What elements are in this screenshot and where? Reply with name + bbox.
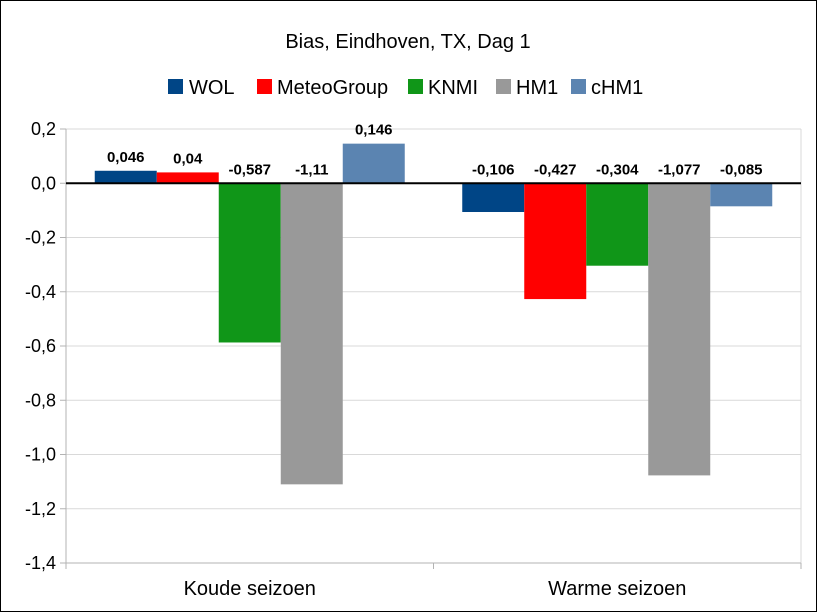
y-tick-label: -0,2 (25, 228, 56, 248)
bar-meteogroup-koude (156, 172, 219, 184)
y-tick-label: -1,4 (25, 553, 56, 573)
bar-hm1-koude (280, 183, 343, 485)
legend-swatch-knmi (408, 79, 423, 94)
legend-swatch-meteogroup (257, 79, 272, 94)
legend-label-wol: WOL (189, 77, 235, 99)
bar-knmi-koude (218, 183, 281, 343)
y-tick-label: 0,0 (31, 173, 56, 193)
bar-wol-koude (94, 170, 157, 184)
x-category-label: Koude seizoen (184, 578, 316, 600)
data-label: -0,085 (720, 161, 763, 178)
bar-chm1-koude (342, 143, 405, 184)
legend-label-hm1: HM1 (516, 77, 558, 99)
legend-swatch-hm1 (496, 79, 511, 94)
y-tick-label: 0,2 (31, 119, 56, 139)
bars (66, 143, 801, 485)
data-label: 0,146 (355, 122, 393, 139)
data-label: -1,11 (295, 161, 328, 178)
bar-wol-warme (462, 183, 525, 213)
legend-label-meteogroup: MeteoGroup (277, 77, 388, 99)
y-tick-label: -1,0 (25, 445, 56, 465)
data-label: 0,04 (173, 150, 203, 167)
y-tick-label: -1,2 (25, 499, 56, 519)
bar-hm1-warme (648, 183, 711, 476)
data-label: 0,046 (107, 149, 145, 166)
chart-title: Bias, Eindhoven, TX, Dag 1 (285, 31, 530, 53)
bar-knmi-warme (586, 183, 649, 266)
legend-swatch-wol (168, 79, 183, 94)
data-label: -0,106 (472, 161, 515, 178)
y-tick-label: -0,8 (25, 390, 56, 410)
data-label: -0,304 (596, 161, 639, 178)
data-label: -0,587 (228, 161, 271, 178)
legend-label-knmi: KNMI (428, 77, 478, 99)
bar-chm1-warme (710, 183, 773, 207)
legend-label-chm1: cHM1 (591, 77, 643, 99)
data-label: -0,427 (534, 161, 577, 178)
y-axis: 0,2 0,0 -0,2 -0,4 -0,6 -0,8 -1,0 -1,2 -1,4 (25, 119, 67, 573)
x-category-label: Warme seizoen (548, 578, 686, 600)
bar-meteogroup-warme (524, 183, 587, 300)
y-tick-label: -0,6 (25, 336, 56, 356)
y-tick-label: -0,4 (25, 282, 56, 302)
legend-swatch-chm1 (571, 79, 586, 94)
data-label: -1,077 (658, 161, 701, 178)
x-axis: Koude seizoen Warme seizoen (65, 562, 802, 600)
legend: WOL MeteoGroup KNMI HM1 cHM1 (168, 77, 643, 99)
data-labels: 0,046 0,04 -0,587 -1,11 0,146 -0,106 -0,427 -0,… (107, 122, 763, 179)
